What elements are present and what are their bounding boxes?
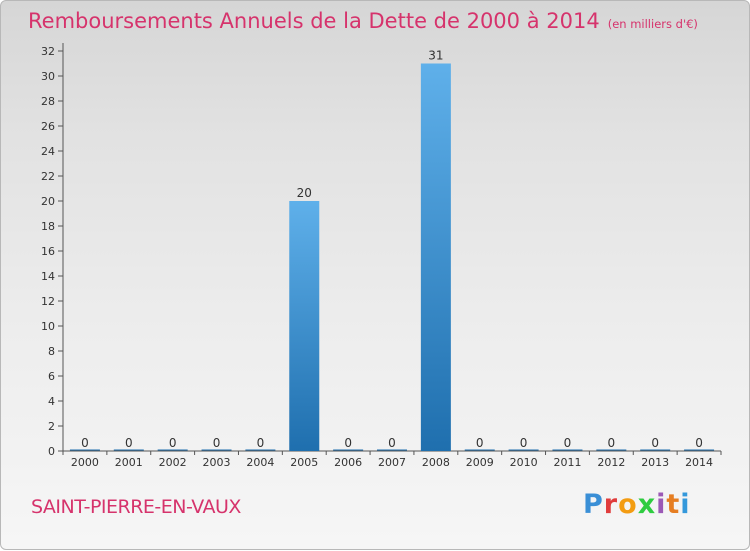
- logo-letter: i: [680, 489, 691, 520]
- x-tick-label: 2012: [597, 456, 625, 469]
- logo-letter: P: [583, 489, 604, 520]
- proxiti-logo: Proxiti: [583, 489, 691, 520]
- data-label: 0: [344, 436, 352, 450]
- y-tick-label: 8: [48, 345, 55, 358]
- y-tick-label: 20: [41, 195, 55, 208]
- data-label: 0: [608, 436, 616, 450]
- logo-letter: i: [656, 489, 667, 520]
- y-tick-label: 6: [48, 370, 55, 383]
- y-tick-label: 2: [48, 420, 55, 433]
- data-label: 0: [520, 436, 528, 450]
- data-label: 31: [428, 49, 443, 63]
- bar: [289, 201, 320, 451]
- x-tick-label: 2013: [641, 456, 669, 469]
- y-tick-label: 10: [41, 320, 55, 333]
- y-tick-label: 32: [41, 45, 55, 58]
- logo-letter: r: [603, 489, 619, 520]
- y-tick-label: 22: [41, 170, 55, 183]
- logo-letter: x: [637, 489, 657, 520]
- x-tick-label: 2011: [553, 456, 581, 469]
- y-tick-label: 30: [41, 70, 55, 83]
- y-tick-label: 16: [41, 245, 55, 258]
- x-tick-label: 2003: [203, 456, 231, 469]
- x-tick-label: 2002: [159, 456, 187, 469]
- x-tick-label: 2007: [378, 456, 406, 469]
- bar: [420, 63, 451, 451]
- x-tick-label: 2010: [510, 456, 538, 469]
- data-label: 0: [476, 436, 484, 450]
- x-tick-label: 2000: [71, 456, 99, 469]
- data-label: 0: [695, 436, 703, 450]
- logo-letter: t: [666, 489, 681, 520]
- x-tick-label: 2014: [685, 456, 713, 469]
- logo-letter: o: [618, 489, 638, 520]
- y-tick-label: 18: [41, 220, 55, 233]
- y-tick-label: 12: [41, 295, 55, 308]
- x-tick-label: 2006: [334, 456, 362, 469]
- chart-title-unit: (en milliers d'€): [607, 17, 698, 31]
- chart-title-main: Remboursements Annuels de la Dette de 20…: [28, 9, 600, 33]
- x-tick-label: 2008: [422, 456, 450, 469]
- data-label: 0: [169, 436, 177, 450]
- y-tick-label: 24: [41, 145, 55, 158]
- data-label: 0: [125, 436, 133, 450]
- place-name: SAINT-PIERRE-EN-VAUX: [31, 496, 241, 518]
- data-label: 0: [81, 436, 89, 450]
- data-label: 0: [213, 436, 221, 450]
- x-tick-label: 2001: [115, 456, 143, 469]
- y-tick-label: 4: [48, 395, 55, 408]
- data-label: 0: [564, 436, 572, 450]
- y-tick-label: 28: [41, 95, 55, 108]
- data-label: 20: [297, 186, 312, 200]
- x-tick-label: 2004: [246, 456, 274, 469]
- x-tick-label: 2009: [466, 456, 494, 469]
- data-label: 0: [388, 436, 396, 450]
- y-tick-label: 0: [48, 445, 55, 458]
- y-tick-label: 26: [41, 120, 55, 133]
- data-label: 0: [257, 436, 265, 450]
- x-tick-label: 2005: [290, 456, 318, 469]
- y-tick-label: 14: [41, 270, 55, 283]
- data-label: 0: [651, 436, 659, 450]
- chart-title: Remboursements Annuels de la Dette de 20…: [28, 9, 698, 33]
